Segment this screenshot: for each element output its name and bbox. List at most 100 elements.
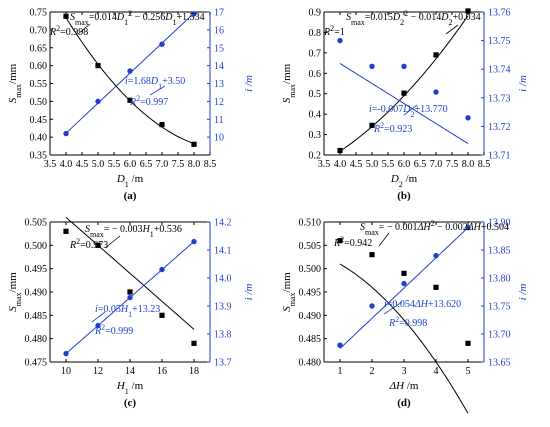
equation-label: Smax= − 0.001ΔH2 − 0.002ΔH+0.504: [360, 219, 509, 237]
equation-label-part: S: [70, 12, 75, 23]
equation-label-part: =0.054: [387, 299, 415, 310]
equation-label: i=-0.007D2+13.770: [369, 104, 448, 119]
y-tick-label-left: 0.5: [309, 89, 322, 100]
y-axis-label-sub: max: [288, 84, 297, 98]
data-point-i: [127, 294, 133, 301]
data-point-i: [337, 37, 343, 44]
y-tick-label-left: 0.6: [309, 69, 322, 80]
y-tick-label-left: 0.495: [299, 288, 322, 299]
fit-line-i: [339, 227, 469, 349]
label-leader-line: [378, 232, 390, 247]
y-axis-label-right: i /m: [243, 75, 255, 92]
chart-panel-a: 3.5 4.0 4.5 5.0 5.5 6.0 6.5 7.0 7.5 8.0 8.5 0.35 0.4…: [7, 8, 255, 203]
x-tick-label: 7.5: [172, 159, 185, 170]
x-axis-label-unit: /m: [129, 380, 144, 392]
label-leader-line: [91, 311, 106, 323]
data-point-smax: [465, 8, 471, 14]
label-leader-line: [445, 24, 459, 35]
y-tick-label-left: 0.50: [30, 97, 48, 108]
fit-line-smax: [339, 15, 469, 152]
data-point-smax: [433, 52, 439, 58]
equation-label-part: S: [360, 222, 365, 233]
y-axis-label-unit: /mm: [7, 63, 19, 84]
data-point-smax: [401, 270, 407, 276]
equation-label-part: H: [142, 224, 151, 235]
equation-label-part: D: [150, 76, 159, 87]
y-tick-label-right: 11: [214, 115, 224, 126]
fit-line-smax: [65, 216, 195, 330]
x-tick-label: 5.0: [92, 159, 105, 170]
x-tick-label: 10: [61, 366, 71, 377]
data-point-smax: [191, 141, 197, 147]
y-axis-label-var: S: [281, 97, 293, 103]
data-point-i: [401, 63, 407, 70]
y-axis-label-var: S: [7, 97, 19, 103]
y-tick-label-left: 0.495: [25, 264, 48, 275]
data-point-smax: [159, 312, 165, 318]
equation-label: Smax=0.015D22 − 0.014D2+0.034: [346, 9, 481, 27]
data-point-smax: [337, 238, 343, 244]
y-axis-label-right: i /m: [243, 284, 255, 301]
y-tick-label-left: 0.500: [25, 241, 48, 252]
equation-label-part: R: [323, 27, 330, 38]
equation-label-part: i: [369, 104, 372, 115]
equation-label: R2=0.973: [69, 237, 108, 252]
x-axis-label: D2 /m: [390, 173, 418, 189]
equation-label-part: R: [129, 97, 136, 108]
equation-label-part: i: [384, 299, 387, 310]
x-tick-label: 6.5: [140, 159, 153, 170]
x-tick-label: 8.5: [204, 159, 217, 170]
y-tick-label-right: 14.1: [214, 246, 232, 257]
data-point-smax: [63, 228, 69, 234]
x-axis-label-var: H: [116, 380, 126, 392]
y-axis-label-unit: /mm: [281, 272, 293, 293]
x-tick-label: 14: [125, 366, 135, 377]
x-tick-label: 2: [370, 366, 375, 377]
equation-label: R2=0.942: [333, 235, 372, 250]
panel-label: (a): [124, 190, 137, 202]
data-point-i: [95, 98, 101, 105]
y-tick-label-right: 12: [214, 97, 224, 108]
equation-label-part: 1: [128, 310, 132, 319]
y-tick-label-right: 13.80: [488, 274, 511, 285]
x-axis-label: ΔH /m: [389, 380, 419, 392]
equation-label-part: = − 0.001: [379, 222, 418, 233]
equation-label: i=0.05H1+13.23: [95, 304, 160, 319]
y-tick-label-left: 0.500: [299, 264, 322, 275]
x-axis-label-unit: /m: [404, 380, 419, 392]
equation-label-part: 1: [158, 82, 162, 91]
equation-label-part: D: [402, 104, 411, 115]
x-axis-label-sub: 1: [125, 387, 129, 396]
y-tick-label-left: 0.55: [30, 79, 48, 90]
y-tick-label-left: 0.75: [30, 8, 48, 19]
y-tick-label-right: 14.0: [214, 274, 232, 285]
data-point-smax: [401, 90, 407, 96]
panel-label: (c): [124, 397, 137, 409]
x-tick-label: 5.5: [108, 159, 121, 170]
data-point-i: [369, 63, 375, 70]
data-point-smax: [465, 340, 471, 346]
equation-label-part: =0.05: [98, 304, 121, 315]
x-tick-label: 7.0: [430, 159, 443, 170]
equation-label-part: 1: [150, 230, 154, 239]
equation-label-part: 2: [404, 9, 408, 18]
equation-label-part: D: [164, 12, 173, 23]
equation-label-part: 2: [340, 235, 344, 244]
y-tick-label-right: 15: [214, 43, 224, 54]
data-point-i: [159, 41, 165, 47]
equation-label-part: 2: [431, 219, 435, 228]
y-tick-label-left: 0.2: [309, 151, 322, 162]
equation-label-part: +13.23: [132, 304, 160, 315]
equation-label-part: 2: [330, 24, 334, 33]
equation-label-part: S: [346, 12, 351, 23]
y-tick-label-right: 13.70: [488, 330, 511, 341]
equation-label-part: D: [440, 12, 449, 23]
x-tick-label: 6.0: [124, 159, 137, 170]
x-axis-label-var: ΔH: [389, 380, 405, 392]
data-point-smax: [159, 122, 165, 128]
x-tick-label: 12: [93, 366, 103, 377]
y-axis-label-left: Smax/mm: [7, 272, 23, 312]
equation-label-part: ΔH: [417, 222, 432, 233]
equation-label: Smax=0.014D12 − 0.256D1+1.534: [70, 9, 205, 27]
